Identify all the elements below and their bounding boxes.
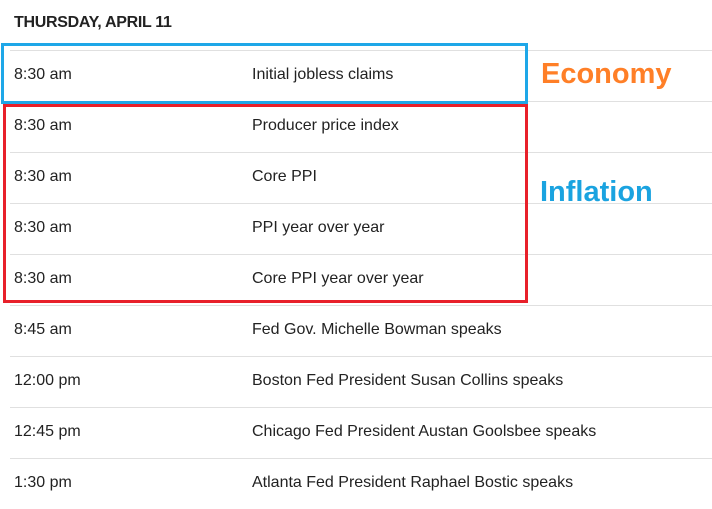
event-row: 12:45 pm Chicago Fed President Austan Goo… <box>10 407 712 458</box>
event-time: 12:45 pm <box>14 423 81 440</box>
event-name: Core PPI year over year <box>252 270 424 287</box>
event-time: 12:00 pm <box>14 372 81 389</box>
event-name: Chicago Fed President Austan Goolsbee sp… <box>252 423 597 440</box>
event-time: 8:30 am <box>14 168 72 185</box>
event-name: Initial jobless claims <box>252 66 394 83</box>
event-time: 1:30 pm <box>14 474 72 491</box>
inflation-label: Inflation <box>540 176 653 208</box>
event-row: 8:30 am Initial jobless claims <box>10 50 712 101</box>
inflation-highlight-box <box>3 104 528 303</box>
economy-label: Economy <box>541 58 672 90</box>
event-name: Fed Gov. Michelle Bowman speaks <box>252 321 502 338</box>
event-row: 8:30 am Core PPI year over year <box>10 254 712 305</box>
event-time: 8:30 am <box>14 66 72 83</box>
event-name: Producer price index <box>252 117 399 134</box>
event-row: 12:00 pm Boston Fed President Susan Colli… <box>10 356 712 407</box>
event-name: Core PPI <box>252 168 317 185</box>
event-row: 8:30 am PPI year over year <box>10 203 712 254</box>
event-name: Atlanta Fed President Raphael Bostic spe… <box>252 474 574 491</box>
event-row: 8:45 am Fed Gov. Michelle Bowman speaks <box>10 305 712 356</box>
event-name: Boston Fed President Susan Collins speak… <box>252 372 564 389</box>
event-name: PPI year over year <box>252 219 385 236</box>
event-time: 8:45 am <box>14 321 72 338</box>
event-time: 8:30 am <box>14 219 72 236</box>
day-header: THURSDAY, APRIL 11 <box>14 14 172 31</box>
event-time: 8:30 am <box>14 270 72 287</box>
event-time: 8:30 am <box>14 117 72 134</box>
economy-highlight-box <box>1 43 528 104</box>
event-row: 8:30 am Core PPI <box>10 152 712 203</box>
event-row: 1:30 pm Atlanta Fed President Raphael Bos… <box>10 458 712 509</box>
